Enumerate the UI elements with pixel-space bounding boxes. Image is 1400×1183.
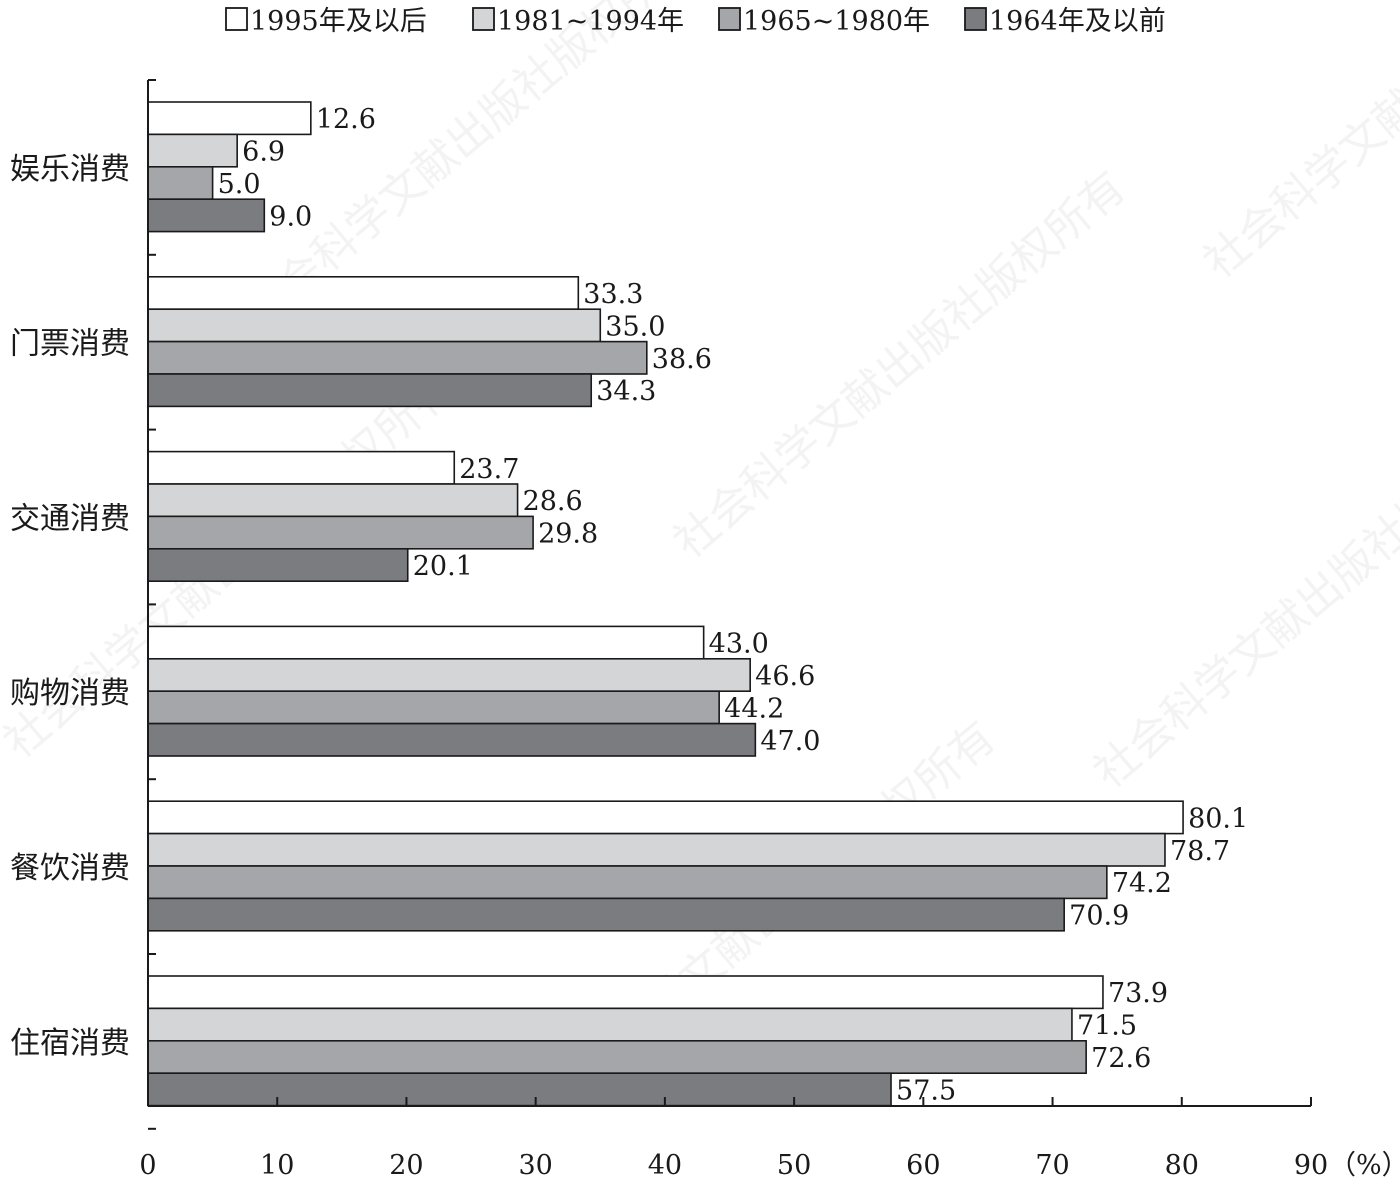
data-label: 70.9 (1069, 901, 1129, 932)
axes (147, 79, 1312, 1130)
x-tick-label: 80 (1165, 1150, 1199, 1181)
bar (147, 101, 312, 136)
bar (147, 483, 519, 518)
x-tick-label: 0 (139, 1150, 156, 1181)
watermark-text: 社会科学文献出版社版权所有 (1084, 392, 1400, 799)
legend-swatch (225, 7, 248, 31)
data-label: 47.0 (760, 726, 820, 757)
data-label: 38.6 (652, 344, 712, 375)
bar (147, 308, 602, 343)
legend-swatch (718, 7, 741, 31)
category-label: 交通消费 (10, 501, 130, 536)
bar (147, 690, 720, 725)
data-label: 33.3 (583, 279, 643, 310)
bar (147, 800, 1184, 835)
x-tick-label: 20 (389, 1150, 423, 1181)
bar (147, 275, 580, 310)
data-label: 23.7 (459, 454, 519, 485)
data-label: 72.6 (1091, 1043, 1151, 1074)
bar (147, 515, 534, 550)
x-tick-label: 70 (1035, 1150, 1069, 1181)
bar (147, 1072, 892, 1107)
legend-label: 1965~1980年 (743, 6, 930, 37)
bars (147, 101, 1184, 1107)
data-label: 71.5 (1077, 1011, 1137, 1042)
x-unit-label: （%） (1329, 1150, 1400, 1181)
data-label: 74.2 (1112, 868, 1172, 899)
data-label: 34.3 (596, 376, 656, 407)
x-tick-label: 10 (260, 1150, 294, 1181)
data-label: 6.9 (242, 137, 285, 168)
bar (147, 133, 238, 168)
data-label: 35.0 (605, 311, 665, 342)
legend-label: 1995年及以后 (250, 6, 427, 37)
bar (147, 865, 1108, 900)
data-label: 57.5 (896, 1075, 956, 1106)
bar (147, 625, 705, 660)
bar (147, 832, 1166, 867)
bar (147, 547, 409, 582)
bar (147, 450, 456, 485)
data-label: 73.9 (1108, 978, 1168, 1009)
bar (147, 657, 751, 692)
data-label: 20.1 (413, 551, 473, 582)
bar (147, 722, 757, 757)
x-tick-label: 90 (1294, 1150, 1328, 1181)
bar (147, 1007, 1073, 1042)
bar (147, 340, 648, 375)
data-label: 80.1 (1188, 803, 1248, 834)
bar (147, 198, 266, 233)
legend-label: 1964年及以前 (989, 6, 1166, 37)
data-label: 29.8 (538, 519, 598, 550)
data-label: 5.0 (218, 169, 261, 200)
watermark-text: 社会科学文献出版社版权所有 (1194, 0, 1400, 288)
x-tick-label: 50 (777, 1150, 811, 1181)
category-label: 购物消费 (10, 676, 130, 711)
bar (147, 1040, 1087, 1075)
data-label: 78.7 (1170, 836, 1230, 867)
data-label: 43.0 (709, 629, 769, 660)
data-label: 9.0 (269, 201, 312, 232)
legend-swatch (472, 7, 495, 31)
x-tick-label: 60 (906, 1150, 940, 1181)
category-label: 住宿消费 (10, 1026, 130, 1061)
x-tick-label: 30 (518, 1150, 552, 1181)
legend-label: 1981~1994年 (497, 6, 684, 37)
bar (147, 166, 214, 201)
legend-swatch (964, 7, 987, 31)
bar (147, 897, 1065, 932)
data-label: 12.6 (316, 104, 376, 135)
labels: 12.6 6.95.0 9.0 娱乐消费 33.335.038.634.3 门票消费 23.… (10, 104, 1400, 1181)
watermark-text: 社会科学文献出版社版权所有 (664, 162, 1135, 569)
bar (147, 975, 1104, 1010)
x-tick-label: 40 (648, 1150, 682, 1181)
legend: 1995年及以后 1981~1994年 1965~1980年 1964年及以前 (225, 6, 1166, 37)
data-label: 44.2 (724, 693, 784, 724)
data-label: 46.6 (755, 661, 815, 692)
bar (147, 373, 593, 408)
category-label: 门票消费 (10, 327, 130, 362)
data-label: 28.6 (523, 486, 583, 517)
category-label: 餐饮消费 (10, 851, 130, 886)
category-label: 娱乐消费 (10, 152, 130, 187)
